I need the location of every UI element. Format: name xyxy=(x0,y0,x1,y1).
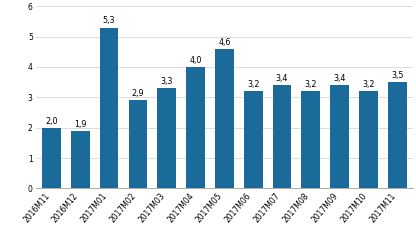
Bar xyxy=(129,100,147,188)
Text: 4,6: 4,6 xyxy=(218,38,230,47)
Bar xyxy=(100,27,119,188)
Bar xyxy=(71,131,89,188)
Text: 3,2: 3,2 xyxy=(305,80,317,89)
Bar xyxy=(42,128,61,188)
Bar xyxy=(330,85,349,188)
Text: 3,5: 3,5 xyxy=(391,71,404,80)
Bar xyxy=(244,91,262,188)
Text: 4,0: 4,0 xyxy=(189,56,202,65)
Text: 2,9: 2,9 xyxy=(131,89,144,98)
Bar xyxy=(157,88,176,188)
Text: 3,2: 3,2 xyxy=(247,80,260,89)
Text: 3,4: 3,4 xyxy=(334,74,346,83)
Bar xyxy=(215,49,234,188)
Text: 3,2: 3,2 xyxy=(362,80,375,89)
Bar xyxy=(388,82,407,188)
Text: 3,3: 3,3 xyxy=(161,77,173,86)
Bar xyxy=(359,91,378,188)
Bar xyxy=(186,67,205,188)
Text: 2,0: 2,0 xyxy=(45,116,58,126)
Text: 1,9: 1,9 xyxy=(74,120,87,128)
Text: 3,4: 3,4 xyxy=(276,74,288,83)
Bar xyxy=(302,91,320,188)
Text: 5,3: 5,3 xyxy=(103,16,115,25)
Bar xyxy=(272,85,291,188)
